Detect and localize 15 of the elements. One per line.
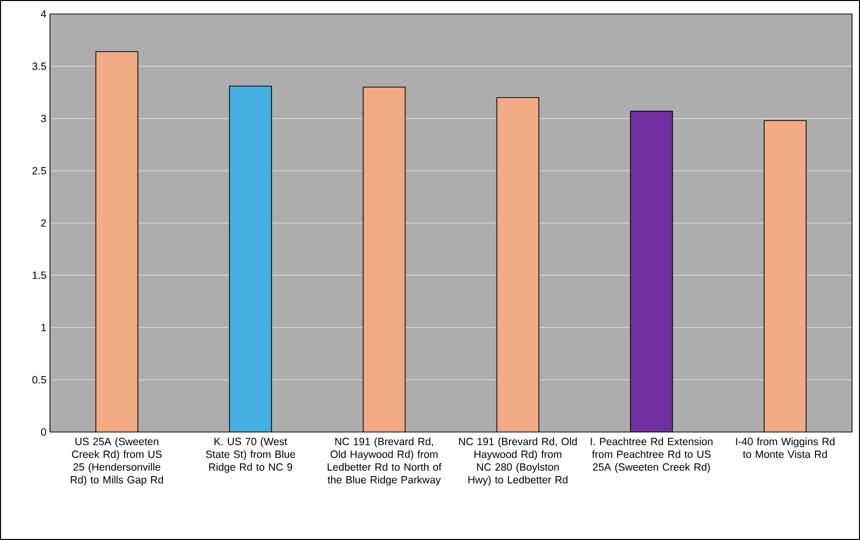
x-tick-label: I. Peachtree Rd Extension from Peachtree Rd to US 25A (Sweeten Creek Rd) [590, 438, 712, 473]
x-tick-label: I-40 from Wiggins Rd to Monte Vista Rd [736, 438, 834, 458]
x-tick-label: K. US 70 (West State St) from Blue Ridge Rd to NC 9 [206, 438, 296, 473]
y-tick-label: 1.5 [32, 272, 46, 279]
x-tick-label: US 25A (Sweeten Creek Rd) from US 25 (Hendersonville Rd) to Mills Gap Rd [70, 438, 163, 486]
y-tick-label: 3 [41, 114, 46, 122]
x-tick-label: NC 191 (Brevard Rd, Old Haywood Rd) from NC 280 (Boylston Hwy) to Ledbetter Rd [459, 438, 577, 486]
y-tick-label: 0.5 [32, 376, 46, 384]
y-tick-label: 2 [41, 219, 46, 227]
x-tick-label: NC 191 (Brevard Rd, Old Haywood Rd) from Ledbetter Rd to North of the Blue Ridge Parkway [328, 438, 442, 486]
y-tick-label: 4 [40, 10, 46, 18]
y-tick-label: 1 [41, 324, 46, 332]
y-tick-label: 0 [41, 428, 46, 436]
y-tick-label: 2.5 [32, 167, 46, 174]
y-tick-label: 3.5 [32, 62, 46, 70]
